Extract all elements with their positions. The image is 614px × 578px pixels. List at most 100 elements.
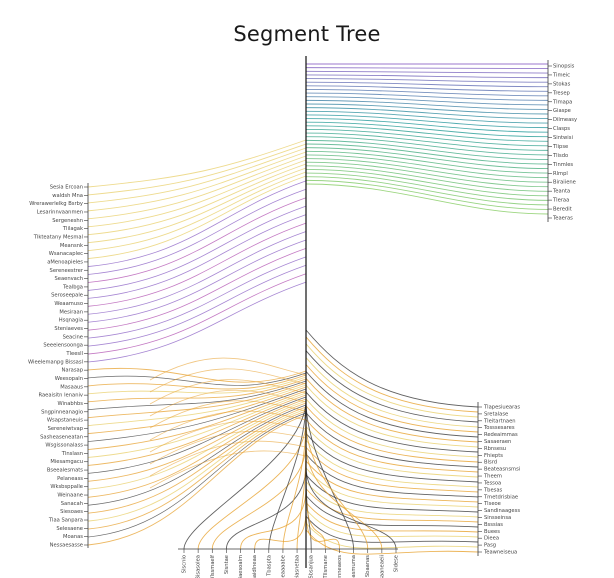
left-label: waldsh Mna [52, 193, 83, 199]
left-label: Wsgissonalass [45, 443, 83, 449]
node-labels: Sinopsis Timeic Stokas Tresep Tlmapa Giaspe Di… [28, 64, 577, 578]
left-label: Selesaene [56, 526, 83, 532]
top-right-curve [305, 118, 549, 133]
bottom-curve [268, 399, 307, 550]
top-right-curve [305, 125, 549, 142]
top-right-label: Tlisdo [552, 153, 568, 159]
top-right-label: Teaeras [552, 216, 573, 222]
left-curve [87, 400, 307, 490]
crossover-curve [149, 368, 307, 393]
bottom-curve [305, 487, 326, 550]
crossover-curve [149, 430, 307, 465]
right-curve [305, 460, 479, 503]
left-label: Weaamuso [54, 301, 83, 307]
top-right-curve [305, 169, 549, 197]
right-label: Redeaimmas [484, 432, 518, 438]
right-curve [305, 515, 479, 543]
top-right-curve [305, 85, 549, 92]
left-label: Wrerawerlelkg Bsrby [29, 201, 83, 207]
left-label: Wksbsppalle [50, 484, 83, 490]
crossover-curve [149, 440, 307, 477]
right-label: Tlseoe [483, 501, 501, 507]
bottom-label: Wlssmaelf [210, 555, 216, 578]
left-label: Tealbga [62, 284, 83, 290]
top-right-label: Beredit [553, 207, 572, 213]
left-label: Seeeiensoonga [43, 343, 83, 349]
left-curve [87, 390, 307, 450]
top-right-label: Stokas [553, 81, 571, 87]
right-curve [305, 405, 479, 463]
bottom-label: Sldese [394, 555, 400, 572]
right-curve [305, 467, 479, 508]
top-right-curve [305, 70, 549, 74]
left-label: Tlkteatany Mesmal [33, 234, 83, 240]
left-curve [87, 408, 307, 522]
bottom-label: Tenneaeos [337, 555, 343, 578]
right-label: Tosssesares [483, 425, 515, 431]
right-curve [305, 398, 479, 458]
bottom-curve [305, 399, 355, 550]
right-label: Teawneiseua [483, 550, 517, 556]
left-label: Sngpinneanagio [41, 409, 83, 415]
left-label: Winabhbs [58, 401, 84, 407]
left-label: Sesia Ercoan [50, 185, 83, 191]
top-right-label: Tresep [552, 90, 571, 96]
top-right-curve [305, 67, 549, 69]
top-right-curve [305, 143, 549, 165]
left-curve [87, 188, 307, 275]
left-curve [87, 394, 307, 466]
left-label: aMenoapieles [47, 259, 83, 265]
top-right-curve [305, 96, 549, 106]
left-label: Seaenvach [54, 276, 83, 282]
right-curve [305, 426, 479, 478]
left-label: Moanas [63, 534, 83, 540]
right-label: Sretalase [484, 411, 508, 417]
crossover-curve [149, 357, 307, 381]
top-right-curve [305, 172, 549, 201]
left-label: Sereneestrer [50, 268, 84, 274]
top-right-curve [305, 103, 549, 115]
bottom-label: Ssaeiasnetaa [295, 555, 301, 578]
bottom-label: Sesaaneaeii [379, 555, 385, 578]
left-curve [87, 159, 307, 228]
right-curve [305, 481, 479, 518]
left-curve [87, 171, 307, 252]
crossover-curve [149, 450, 307, 489]
right-curve [305, 343, 479, 418]
left-curve [87, 404, 307, 506]
left-curve [87, 273, 307, 355]
right-curve [305, 419, 479, 473]
right-label: Tessoa [483, 480, 501, 486]
right-curve [305, 453, 479, 498]
top-right-label: Sinopsis [553, 64, 575, 70]
right-curve [305, 377, 479, 443]
left-curve [87, 214, 307, 299]
top-right-curve [305, 132, 549, 151]
top-right-label: Dilmeasy [553, 117, 577, 123]
left-curve [87, 367, 307, 383]
diagram-title: Segment Tree [233, 22, 381, 46]
bottom-label: Sbaanas [365, 555, 371, 577]
left-label: Meansnk [60, 243, 83, 249]
right-curve [305, 391, 479, 453]
left-curve [87, 167, 307, 244]
left-curve [87, 388, 307, 442]
left-curve [87, 374, 307, 390]
left-label: Mesiraan [59, 309, 83, 315]
right-label: Theem [483, 474, 502, 480]
top-right-curve [305, 114, 549, 129]
crossover-curve [149, 379, 307, 405]
top-right-curve [305, 78, 549, 83]
top-right-label: Biraiiene [553, 180, 576, 186]
left-curve [87, 139, 307, 188]
right-label: Pasg [484, 543, 496, 549]
left-label: Tleesll [65, 351, 83, 357]
top-right-label: Teanta [552, 189, 570, 195]
left-label: Raeaisitn lenaniv [39, 393, 84, 399]
bottom-curve [305, 421, 369, 550]
top-right-curve [305, 110, 549, 124]
top-right-curve [305, 99, 549, 110]
left-curve [87, 155, 307, 220]
right-label: Sinsseinsa [484, 515, 511, 521]
